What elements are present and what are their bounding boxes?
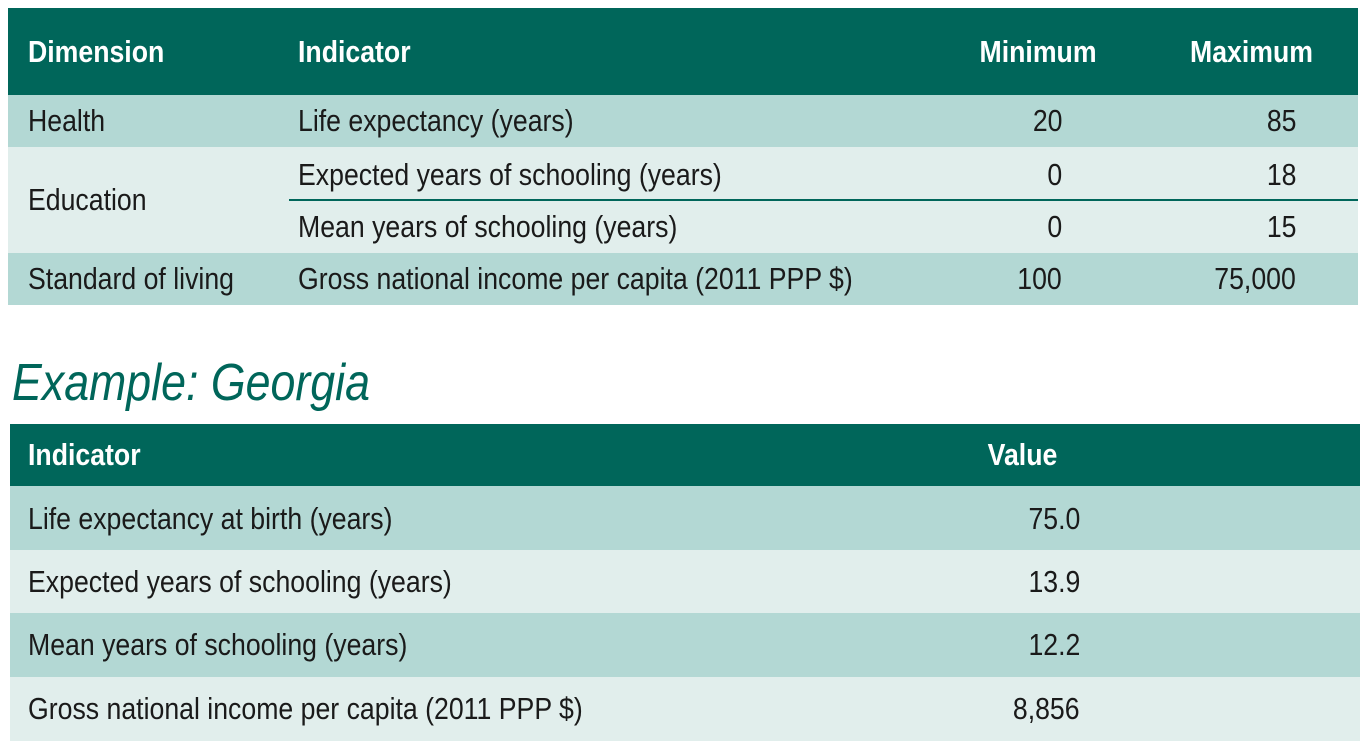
column-header-value: Value: [987, 437, 1057, 472]
maximum-cell: 18: [1266, 157, 1296, 192]
column-header-indicator: Indicator: [298, 34, 411, 69]
georgia-table: Indicator Value Life expectancy at birth…: [10, 424, 1360, 741]
table-row: Mean years of schooling (years) 12.2: [10, 613, 1360, 677]
minimum-cell: 0: [1047, 209, 1062, 244]
column-header-dimension: Dimension: [28, 34, 165, 69]
table-row: Life expectancy at birth (years) 75.0: [10, 486, 1360, 550]
indicator-cell: Life expectancy at birth (years): [28, 501, 393, 536]
indicator-cell: Gross national income per capita (2011 P…: [28, 691, 583, 726]
indicator-cell: Gross national income per capita (2011 P…: [298, 261, 853, 296]
indicator-cell: Life expectancy (years): [298, 103, 574, 138]
example-title: Example: Georgia: [12, 354, 370, 412]
maximum-cell: 15: [1266, 209, 1296, 244]
minimum-cell: 0: [1047, 157, 1062, 192]
minimum-cell: 20: [1032, 103, 1062, 138]
indicator-cell: Expected years of schooling (years): [298, 157, 722, 192]
value-cell: 75.0: [1028, 501, 1080, 536]
value-cell: 8,856: [1013, 691, 1080, 726]
value-cell: 13.9: [1028, 564, 1080, 599]
minimum-cell: 100: [1017, 261, 1062, 296]
maximum-cell: 85: [1266, 103, 1296, 138]
table-row: Expected years of schooling (years) 13.9: [10, 550, 1360, 613]
column-header-minimum: Minimum: [979, 34, 1097, 69]
table-row-standard-of-living: Standard of living Gross national income…: [8, 253, 1358, 305]
indicator-cell: Mean years of schooling (years): [298, 209, 678, 244]
dimension-cell: Health: [28, 103, 106, 138]
indicator-cell: Expected years of schooling (years): [28, 564, 452, 599]
column-header-indicator: Indicator: [28, 437, 141, 472]
dimension-cell: Education: [28, 182, 147, 217]
row-divider: [289, 199, 1358, 201]
maximum-cell: 75,000: [1214, 261, 1296, 296]
dimension-cell: Standard of living: [28, 261, 235, 296]
table-row: Gross national income per capita (2011 P…: [10, 677, 1360, 741]
indicator-cell: Mean years of schooling (years): [28, 627, 408, 662]
table-row-health: Health Life expectancy (years) 20 85: [8, 95, 1358, 147]
goalposts-table-header: Dimension Indicator Minimum Maximum: [8, 8, 1358, 95]
value-cell: 12.2: [1028, 627, 1080, 662]
goalposts-table: Dimension Indicator Minimum Maximum Heal…: [8, 8, 1358, 305]
column-header-maximum: Maximum: [1189, 34, 1313, 69]
georgia-table-header: Indicator Value: [10, 424, 1360, 486]
